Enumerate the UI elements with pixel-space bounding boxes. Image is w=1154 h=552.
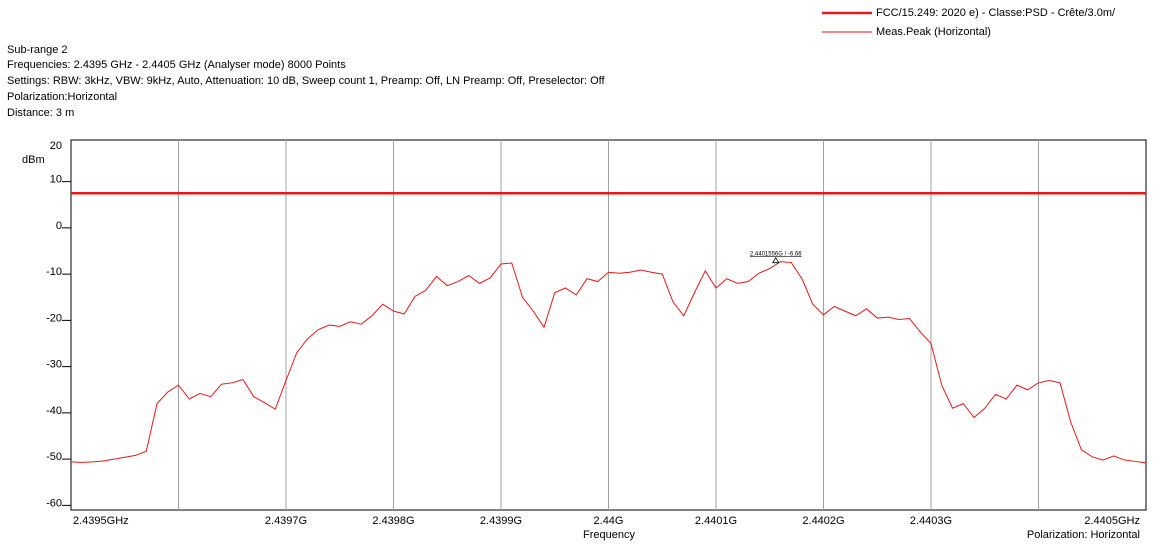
peak-marker: [772, 256, 780, 264]
y-tick-label: -50: [46, 451, 62, 463]
y-tick-label: 10: [50, 174, 62, 186]
header-line: Polarization:Horizontal: [7, 91, 117, 103]
y-tick-label: -10: [46, 266, 62, 278]
y-tick-label: 0: [56, 220, 62, 232]
x-note: Polarization: Horizontal: [1027, 529, 1140, 541]
legend-label: Meas.Peak (Horizontal): [876, 26, 991, 38]
x-tick-label: 2.4403G: [910, 515, 952, 527]
header-line: Distance: 3 m: [7, 107, 74, 119]
y-tick-label: 20: [50, 140, 62, 152]
series-line: [71, 261, 1146, 464]
y-tick-label: -20: [46, 312, 62, 324]
header-line: Frequencies: 2.4395 GHz - 2.4405 GHz (An…: [7, 59, 346, 71]
legend-label: FCC/15.249: 2020 e) - Classe:PSD - Crête…: [876, 7, 1116, 19]
y-tick-label: -60: [46, 497, 62, 509]
y-tick-label: -40: [46, 405, 62, 417]
x-tick-label: 2.4399G: [480, 515, 522, 527]
y-axis-label: dBm: [22, 154, 45, 166]
header-line: Settings: RBW: 3kHz, VBW: 9kHz, Auto, At…: [7, 75, 605, 87]
x-tick-label: 2.4398G: [372, 515, 414, 527]
y-tick-label: -30: [46, 359, 62, 371]
header-line: Sub-range 2: [7, 44, 68, 56]
x-tick-label: 2.4397G: [265, 515, 307, 527]
x-tick-label: 2.4402G: [802, 515, 844, 527]
x-axis-label: Frequency: [583, 529, 635, 541]
peak-label: 2.4401556G / -6.66: [750, 251, 802, 257]
x-tick-label: 2.4401G: [695, 515, 737, 527]
x-tick-label: 2.44G: [594, 515, 624, 527]
x-tick-label: 2.4405GHz: [1084, 515, 1140, 527]
x-tick-label: 2.4395GHz: [73, 515, 129, 527]
